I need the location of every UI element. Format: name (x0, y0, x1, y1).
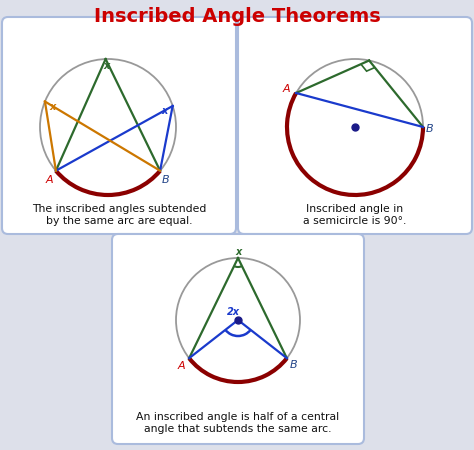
Text: B: B (162, 175, 170, 184)
Text: A: A (177, 361, 185, 371)
Text: A: A (282, 84, 290, 94)
Text: The inscribed angles subtended
by the same arc are equal.: The inscribed angles subtended by the sa… (32, 204, 206, 226)
Text: A: A (46, 175, 54, 184)
FancyBboxPatch shape (238, 17, 472, 234)
Text: x: x (103, 61, 110, 71)
Text: Inscribed Angle Theorems: Inscribed Angle Theorems (94, 8, 380, 27)
Text: x: x (162, 106, 168, 116)
Text: B: B (290, 360, 298, 370)
FancyBboxPatch shape (112, 234, 364, 444)
Text: x: x (236, 247, 242, 257)
Text: 2x: 2x (227, 307, 239, 317)
FancyBboxPatch shape (2, 17, 236, 234)
Text: x: x (50, 102, 56, 112)
Text: Inscribed angle in
a semicircle is 90°.: Inscribed angle in a semicircle is 90°. (303, 204, 407, 226)
Text: An inscribed angle is half of a central
angle that subtends the same arc.: An inscribed angle is half of a central … (137, 412, 339, 434)
Text: B: B (426, 124, 434, 134)
